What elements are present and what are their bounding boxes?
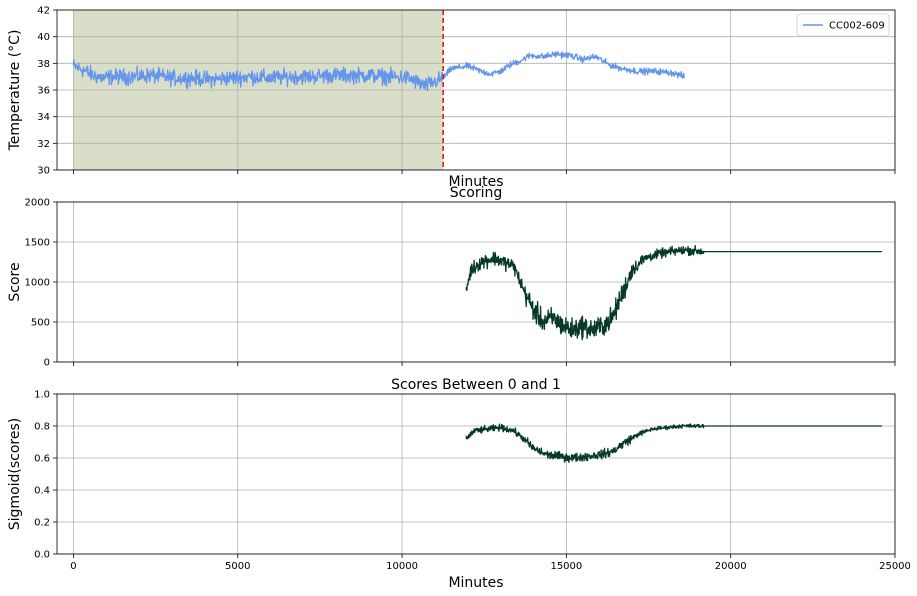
sigmoid-ytick-label-2: 0.4 (34, 486, 50, 497)
scoring-ytick-label-3: 1500 (25, 238, 50, 249)
temperature-legend: CC002-609 (796, 13, 890, 37)
scoring-title: Scoring (450, 185, 503, 201)
scoring-panel: 0 500 1000 1500 2000 Score Scoring (7, 185, 896, 369)
temperature-ytick-label-1: 32 (37, 139, 50, 150)
temperature-ytick-label-6: 42 (37, 6, 50, 17)
sigmoid-ytick-label-3: 0.6 (34, 454, 50, 465)
sigmoid-xtick-label-1: 5000 (225, 561, 250, 572)
scoring-series-line (465, 244, 883, 341)
sigmoid-xtick-label-3: 15000 (550, 561, 582, 572)
temperature-ytick-label-0: 30 (37, 166, 50, 177)
sigmoid-series-line (465, 423, 883, 464)
temperature-ytick-label-2: 34 (37, 112, 50, 123)
sigmoid-axes-frame (56, 393, 896, 555)
sigmoid-ytick-label-4: 0.8 (34, 422, 50, 433)
scoring-ytick-label-4: 2000 (25, 198, 50, 209)
temperature-ytick-label-3: 36 (37, 86, 50, 97)
sigmoid-xtick-label-4: 20000 (715, 561, 747, 572)
sigmoid-ytick-label-1: 0.2 (34, 518, 50, 529)
sigmoid-xtick-label-2: 10000 (386, 561, 418, 572)
scoring-ytick-label-1: 500 (31, 318, 50, 329)
temperature-ytick-label-5: 40 (37, 32, 50, 43)
temperature-ylabel: Temperature (°C) (7, 30, 23, 152)
legend-box (796, 13, 890, 37)
scoring-ytick-label-2: 1000 (25, 278, 50, 289)
sigmoid-xlabel: Minutes (448, 575, 503, 591)
temperature-panel: 30 32 34 36 38 40 42 Temperature (°C) Minutes CC0… (7, 6, 896, 190)
legend-label: CC002-609 (829, 21, 885, 32)
scoring-ylabel: Score (7, 262, 23, 301)
sigmoid-panel: 0.0 0.2 0.4 0.6 0.8 1.0 0 5000 10000 15000 20000 25… (7, 377, 911, 591)
temperature-xlabel: Minutes (448, 174, 503, 190)
sigmoid-ytick-label-0: 0.0 (34, 550, 50, 561)
sigmoid-xtick-label-0: 0 (70, 561, 76, 572)
scoring-ytick-label-0: 0 (44, 358, 50, 369)
sigmoid-xtick-label-5: 25000 (879, 561, 911, 572)
temperature-ytick-label-4: 38 (37, 59, 50, 70)
sigmoid-title: Scores Between 0 and 1 (391, 377, 561, 393)
temperature-series-line (72, 51, 686, 92)
sigmoid-ylabel: Sigmoid(scores) (7, 418, 23, 530)
sigmoid-ytick-label-5: 1.0 (34, 390, 50, 401)
